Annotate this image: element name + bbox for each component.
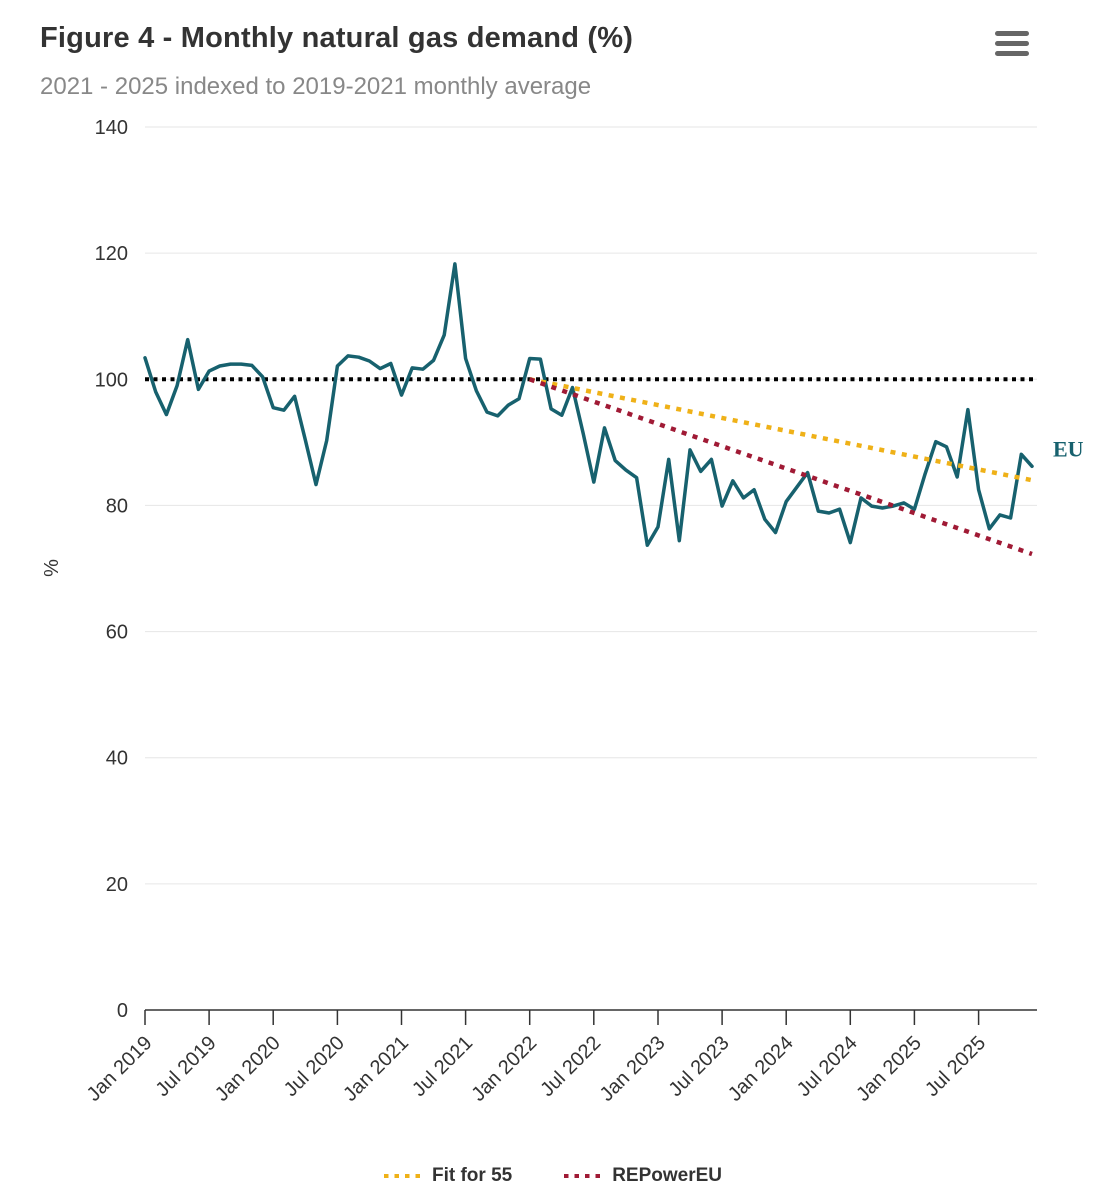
hamburger-icon <box>995 30 1029 36</box>
eu-demand-series-line[interactable] <box>143 262 1034 547</box>
y-tick-label: 60 <box>106 622 128 644</box>
chart-subtitle: 2021 - 2025 indexed to 2019-2021 monthly… <box>40 73 592 100</box>
x-tick-label: Jul 2025 <box>921 1032 990 1101</box>
hamburger-icon <box>995 50 1029 56</box>
x-tick-label: Jan 2023 <box>596 1032 670 1106</box>
repowereu-trend-line[interactable] <box>528 377 1033 557</box>
legend-item-fit-for-55[interactable]: Fit for 55 <box>383 1165 513 1187</box>
chart-title: Figure 4 - Monthly natural gas demand (%… <box>40 22 634 54</box>
legend-label: Fit for 55 <box>431 1165 513 1186</box>
fit-for-55-trend-line[interactable] <box>529 377 1033 483</box>
x-tick-label: Jan 2019 <box>83 1032 157 1106</box>
y-tick-label: 80 <box>106 495 128 517</box>
y-tick-label: 100 <box>95 369 128 391</box>
y-tick-label: 20 <box>106 874 128 896</box>
x-tick-label: Jan 2020 <box>211 1032 285 1106</box>
legend-item-repowereu[interactable]: REPowerEU <box>564 1165 722 1187</box>
chart-legend: Fit for 55 REPowerEU <box>0 1158 1106 1194</box>
hamburger-icon <box>995 40 1029 46</box>
y-tick-label: 0 <box>117 1000 128 1022</box>
y-tick-label: 40 <box>106 748 128 770</box>
x-tick-label: Jan 2022 <box>467 1032 541 1106</box>
y-axis-title: % <box>41 559 63 577</box>
x-tick-label: Jan 2025 <box>852 1032 926 1106</box>
chart-context-menu-button[interactable] <box>991 24 1033 62</box>
x-tick-label: Jan 2021 <box>339 1032 413 1106</box>
y-tick-label: 120 <box>95 243 128 265</box>
eu-series-label: EU <box>1053 436 1084 461</box>
repowereu-dotted-swatch <box>564 1173 601 1179</box>
legend-label: REPowerEU <box>612 1165 723 1186</box>
fit-for-55-dotted-swatch <box>383 1173 420 1179</box>
y-tick-label: 140 <box>95 117 128 139</box>
x-tick-label: Jan 2024 <box>724 1032 798 1106</box>
